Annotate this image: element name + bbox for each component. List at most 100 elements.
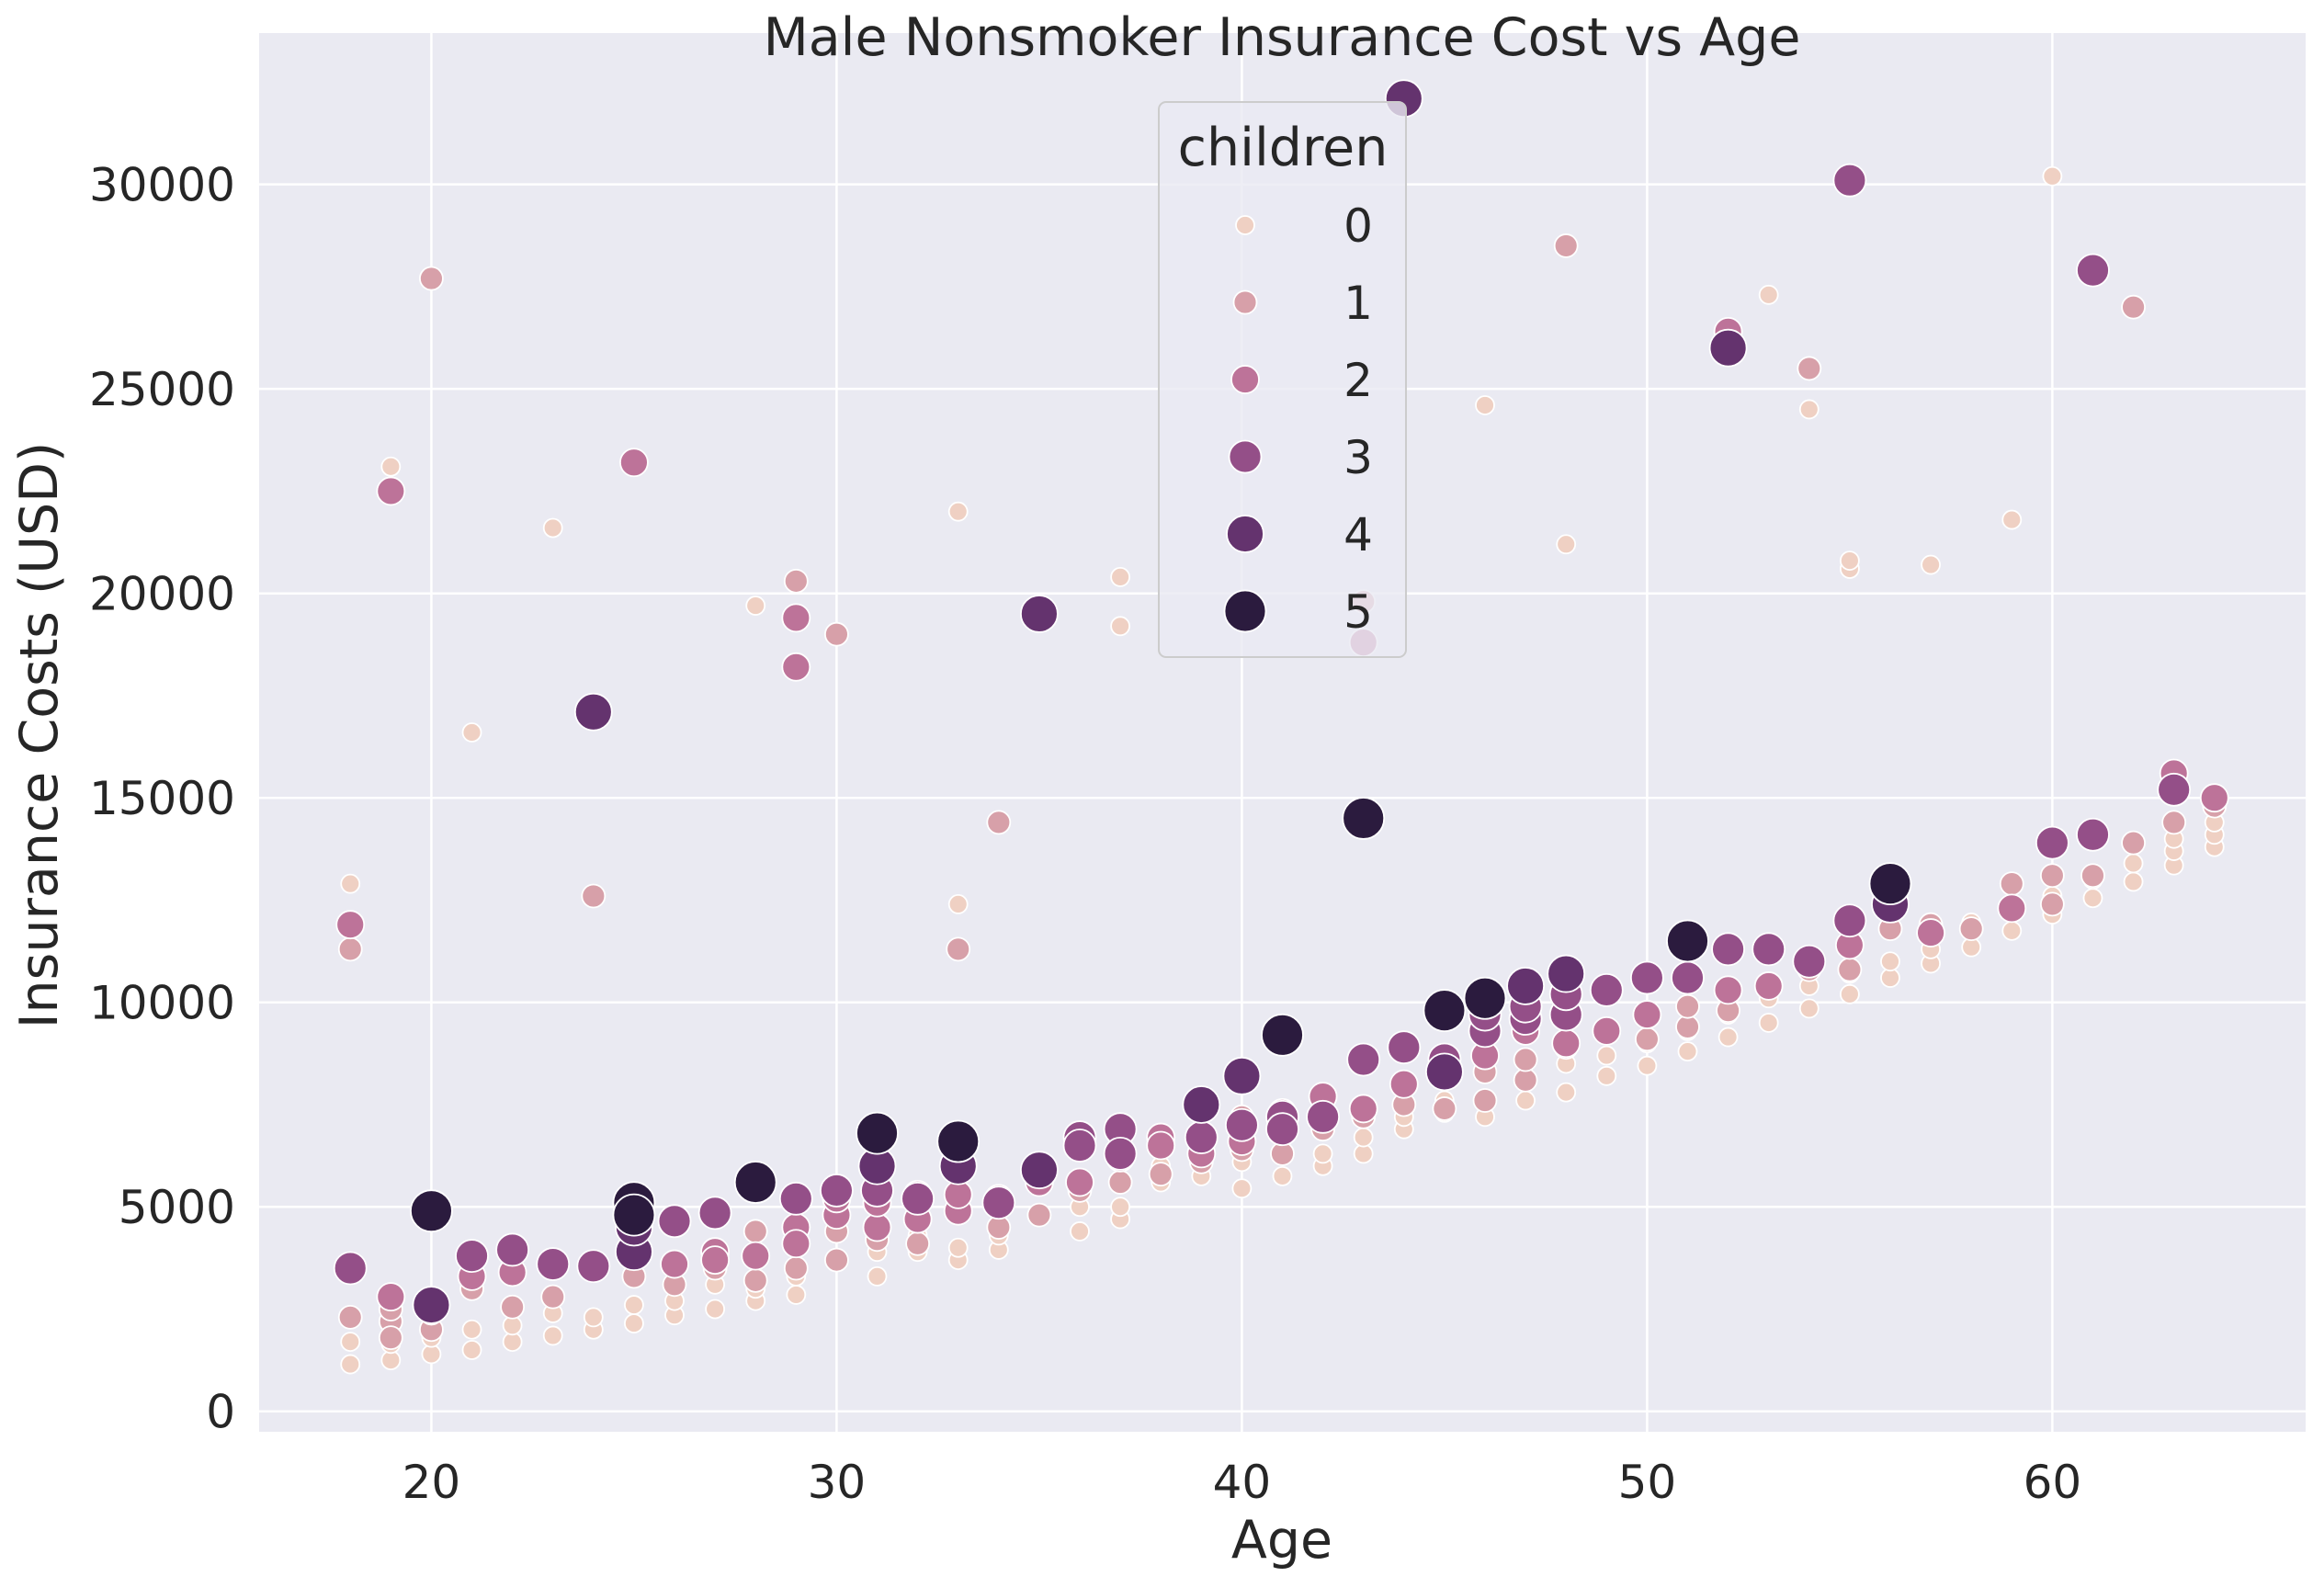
data-point-children-4 [1020, 1151, 1059, 1190]
legend-label-1: 1 [1343, 277, 1373, 330]
data-point-children-0 [1231, 1178, 1253, 1199]
data-point-children-3 [1832, 163, 1867, 198]
data-point-children-3 [2076, 817, 2110, 852]
data-point-children-1 [1553, 233, 1579, 258]
data-point-children-0 [1110, 566, 1131, 587]
y-tick-label: 15000 [89, 772, 235, 825]
data-point-children-2 [862, 1212, 892, 1242]
data-point-children-0 [1110, 1197, 1131, 1218]
data-point-children-5 [1666, 919, 1709, 963]
data-point-children-2 [741, 1241, 771, 1271]
data-point-children-1 [2121, 830, 2146, 856]
data-point-children-5 [856, 1111, 899, 1155]
data-point-children-0 [380, 456, 402, 477]
data-point-children-3 [901, 1181, 935, 1216]
legend-label-4: 4 [1343, 508, 1373, 561]
x-tick-label: 60 [2024, 1456, 2082, 1509]
data-point-children-4 [1708, 328, 1748, 368]
x-tick-label: 20 [402, 1456, 461, 1509]
data-point-children-1 [986, 810, 1012, 835]
data-point-children-3 [536, 1247, 571, 1281]
data-point-children-5 [1261, 1013, 1304, 1057]
data-point-children-1 [783, 568, 809, 594]
data-point-children-2 [335, 910, 366, 940]
data-point-children-3 [495, 1232, 530, 1267]
data-point-children-1 [1513, 1047, 1538, 1072]
data-point-children-3 [1184, 1120, 1219, 1154]
data-point-children-2 [1348, 1094, 1378, 1124]
data-point-children-1 [824, 1247, 849, 1273]
x-axis-title: Age [1231, 1510, 1332, 1571]
data-point-children-1 [2080, 863, 2105, 889]
data-point-children-0 [2001, 509, 2023, 530]
data-point-children-3 [2035, 825, 2069, 860]
data-point-children-5 [410, 1189, 453, 1233]
data-point-children-0 [1921, 554, 1941, 575]
data-point-children-5 [612, 1193, 656, 1237]
data-point-children-0 [1717, 1027, 1739, 1048]
scatter-points [333, 79, 2229, 1375]
data-point-children-0 [1475, 395, 1495, 415]
legend-label-0: 0 [1343, 199, 1373, 253]
data-point-children-2 [376, 476, 406, 506]
data-point-children-0 [2001, 920, 2023, 941]
data-point-children-3 [1832, 903, 1867, 938]
data-point-children-0 [1556, 534, 1577, 555]
legend-box [1158, 101, 1407, 658]
data-point-children-1 [2039, 863, 2065, 889]
data-point-children-5 [1342, 797, 1386, 840]
data-point-children-3 [1225, 1107, 1259, 1142]
data-point-children-2 [376, 1282, 406, 1312]
data-point-children-0 [1596, 1065, 1617, 1086]
data-point-children-2 [700, 1245, 731, 1275]
data-point-children-3 [697, 1196, 732, 1231]
data-point-children-0 [1798, 399, 1820, 420]
data-point-children-0 [1880, 951, 1900, 972]
data-point-children-5 [733, 1161, 777, 1204]
data-point-children-4 [1020, 595, 1059, 633]
legend-marker-1 [1232, 289, 1258, 315]
data-point-children-3 [1265, 1112, 1299, 1147]
data-point-children-3 [333, 1251, 368, 1286]
data-point-children-1 [1999, 871, 2024, 897]
data-point-children-0 [1677, 1041, 1698, 1062]
data-point-children-3 [1629, 960, 1664, 995]
data-point-children-0 [340, 873, 361, 894]
data-point-children-0 [2042, 165, 2063, 187]
x-tick-labels: 20 30 40 50 60 [402, 1456, 2082, 1509]
data-point-children-2 [1146, 1130, 1176, 1161]
data-point-children-0 [624, 1313, 644, 1333]
data-point-children-3 [820, 1174, 854, 1208]
data-point-children-0 [1515, 1090, 1536, 1111]
data-point-children-0 [1110, 616, 1131, 637]
data-point-children-2 [1916, 918, 1945, 947]
data-point-children-3 [576, 1249, 611, 1284]
data-point-children-1 [1472, 1088, 1498, 1113]
y-tick-label: 0 [206, 1386, 235, 1439]
data-point-children-3 [1346, 1042, 1381, 1077]
data-point-children-1 [581, 883, 607, 909]
data-point-children-5 [936, 1119, 981, 1163]
data-point-children-0 [461, 1319, 482, 1340]
data-point-children-2 [781, 1229, 811, 1259]
data-point-children-3 [2076, 253, 2110, 288]
data-point-children-0 [1312, 1143, 1333, 1164]
data-point-children-3 [1103, 1136, 1138, 1171]
data-point-children-3 [1062, 1129, 1097, 1163]
data-point-children-3 [455, 1239, 489, 1274]
y-tick-label: 5000 [119, 1181, 235, 1234]
data-point-children-1 [337, 1304, 363, 1330]
data-point-children-1 [1837, 957, 1863, 982]
legend-label-3: 3 [1343, 431, 1373, 484]
data-point-children-5 [1463, 976, 1507, 1020]
data-point-children-4 [1547, 954, 1586, 993]
data-point-children-1 [1797, 356, 1822, 381]
data-point-children-4 [1222, 1056, 1262, 1095]
data-point-children-0 [947, 1237, 969, 1258]
legend-entries: 0 1 2 3 4 5 [1223, 199, 1373, 639]
data-point-children-3 [657, 1204, 692, 1239]
data-point-children-1 [1148, 1162, 1173, 1187]
data-point-children-1 [1026, 1202, 1052, 1228]
data-point-children-2 [1713, 975, 1743, 1005]
